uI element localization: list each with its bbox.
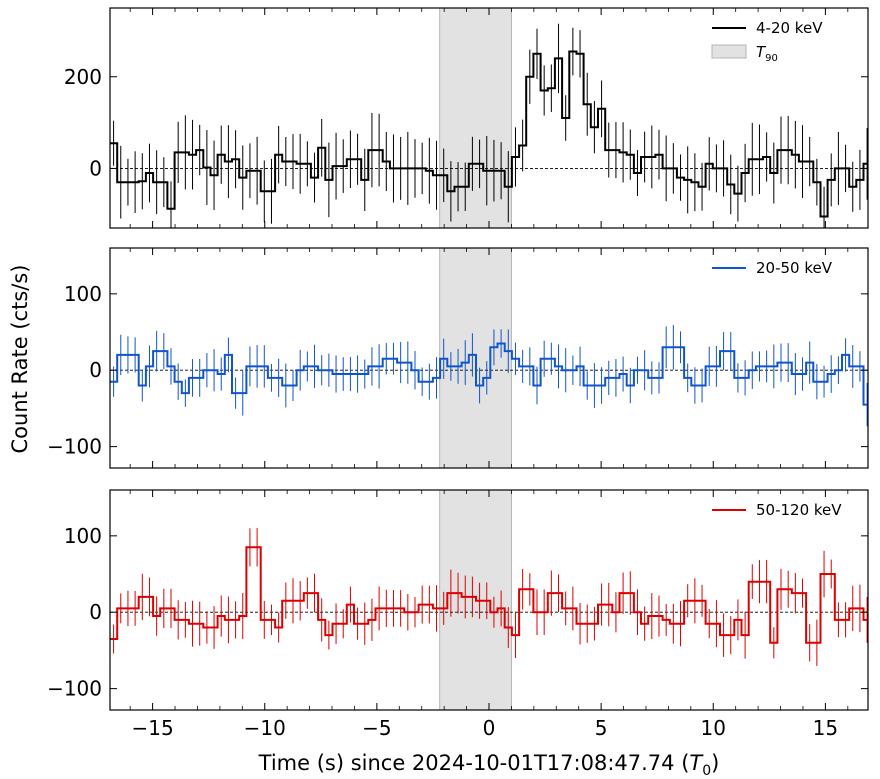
series-area xyxy=(110,23,868,228)
x-tick-label: −5 xyxy=(362,716,391,740)
series-area xyxy=(110,528,868,666)
x-axis-title: Time (s) since 2024-10-01T17:08:47.74 (T… xyxy=(258,751,720,779)
y-tick-label: 0 xyxy=(89,600,102,624)
panel-3: −100 0 100 50-120 keV xyxy=(47,489,869,711)
x-tick-label: −10 xyxy=(244,716,286,740)
series-line xyxy=(110,546,868,644)
y-tick-label: 100 xyxy=(64,524,102,548)
y-tick-label: 100 xyxy=(64,282,102,306)
y-tick-label: 0 xyxy=(89,358,102,382)
panel-2: −100 0 100 20-50 keV xyxy=(47,247,869,469)
legend-t90-swatch xyxy=(711,44,747,59)
series-area xyxy=(110,324,868,427)
x-tick-label: −15 xyxy=(132,716,174,740)
x-tick-label: 15 xyxy=(813,716,838,740)
y-tick-label: 200 xyxy=(64,65,102,89)
legend-label: 20-50 keV xyxy=(756,259,833,277)
series-line xyxy=(110,50,868,218)
y-tick-label: −100 xyxy=(47,435,102,459)
y-tick-label: 0 xyxy=(89,156,102,180)
x-tick-label: 5 xyxy=(595,716,608,740)
legend-t90-label: T90 xyxy=(756,43,778,64)
legend-label: 4-20 keV xyxy=(756,19,823,37)
series-line xyxy=(110,342,868,406)
y-tick-label: −100 xyxy=(47,677,102,701)
x-tick-label: 10 xyxy=(701,716,726,740)
panel-1: 0 200 4-20 keV T90 xyxy=(64,7,869,229)
y-axis-title: Count Rate (cts/s) xyxy=(8,265,32,454)
x-tick-label: 0 xyxy=(483,716,496,740)
legend-label: 50-120 keV xyxy=(756,501,842,519)
